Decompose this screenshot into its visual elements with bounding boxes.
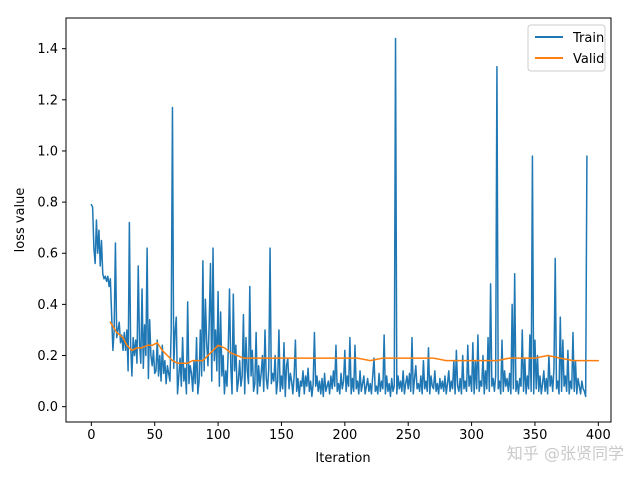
plot-lines xyxy=(90,37,600,398)
x-tick-label: 300 xyxy=(459,428,484,443)
x-tick-label: 400 xyxy=(586,428,611,443)
y-tick-label: 0.8 xyxy=(37,196,58,211)
x-tick-label: 100 xyxy=(206,428,231,443)
x-axis-ticks: 0 50 100 150 200 250 300 350 400 xyxy=(87,422,611,443)
train-loss-line xyxy=(90,37,588,398)
x-tick-label: 250 xyxy=(396,428,421,443)
x-tick-label: 350 xyxy=(523,428,548,443)
y-tick-label: 0.6 xyxy=(37,247,58,262)
x-tick-label: 150 xyxy=(269,428,294,443)
legend: Train Valid xyxy=(527,24,606,72)
x-tick-label: 200 xyxy=(332,428,357,443)
watermark-text: 知乎 @张贤同学 xyxy=(506,444,624,463)
y-tick-label: 0.4 xyxy=(37,298,58,313)
y-tick-label: 0.0 xyxy=(37,400,58,415)
y-tick-label: 0.2 xyxy=(37,349,58,364)
legend-valid-label: Valid xyxy=(573,52,604,67)
y-tick-label: 1.2 xyxy=(37,93,58,108)
x-axis-label: Iteration xyxy=(315,451,370,466)
y-tick-label: 1.0 xyxy=(37,144,58,159)
valid-loss-line xyxy=(109,321,600,364)
legend-train-label: Train xyxy=(572,31,604,46)
plot-frame xyxy=(65,17,612,423)
y-tick-label: 1.4 xyxy=(37,42,58,57)
x-tick-label: 0 xyxy=(87,428,95,443)
y-axis-label: loss value xyxy=(13,188,28,253)
y-axis-ticks: 0.0 0.2 0.4 0.6 0.8 1.0 1.2 1.4 xyxy=(37,42,66,415)
x-tick-label: 50 xyxy=(146,428,163,443)
